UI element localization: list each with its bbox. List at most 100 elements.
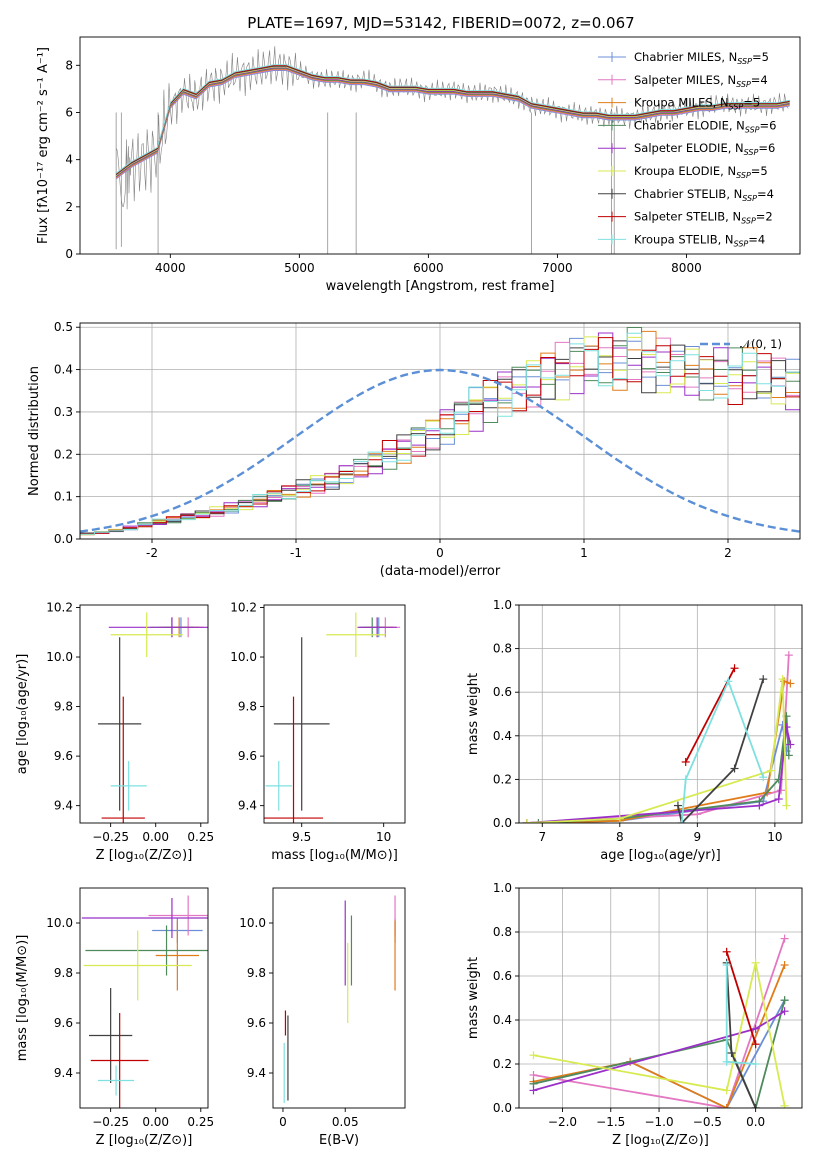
legend-entry: Kroupa STELIB, NSSP=4 [634, 232, 765, 248]
model-curve-salpeter-stelib [115, 65, 790, 175]
x-tick-label: 6000 [413, 261, 444, 275]
x-axis-label: age [log₁₀(age/yr)] [600, 848, 721, 863]
x-tick-label: -1 [290, 546, 302, 560]
y-tick-label: 9.8 [238, 700, 257, 714]
y-tick-label: 4 [65, 153, 73, 167]
mass-weight-line-kroupa-miles [533, 964, 786, 1108]
x-tick-label: 4000 [155, 261, 186, 275]
y-tick-label: 0.3 [54, 405, 73, 419]
axes-frame [79, 36, 801, 255]
x-tick-label: 10 [376, 830, 391, 844]
x-tick-label: 10 [767, 830, 782, 844]
x-tick-label: 8 [616, 830, 624, 844]
y-tick-label: 1.0 [493, 881, 512, 895]
axes-frame [518, 604, 803, 824]
y-tick-label: 0.6 [493, 685, 512, 699]
axes-frame [263, 604, 406, 824]
model-curve-kroupa-stelib [115, 64, 790, 174]
x-tick-label: −0.25 [92, 1115, 129, 1129]
spectrum-title: PLATE=1697, MJD=53142, FIBERID=0072, z=0… [247, 14, 634, 32]
model-curve-kroupa-elodie [115, 66, 790, 176]
age-vs-z-panel: −0.25 0.00 0.25 9.4 9.6 9.8 10.0 10.2 Z [log₁₀(Z… [15, 600, 214, 863]
plot-area [80, 323, 800, 539]
x-tick-label: 9.5 [292, 830, 311, 844]
axes-frame [79, 887, 209, 1109]
model-curve-chabrier-miles [115, 70, 790, 180]
y-tick-label: 10.0 [46, 916, 73, 930]
plot-area [283, 895, 396, 1103]
plot-area [519, 605, 802, 823]
legend-entry: Chabrier STELIB, NSSP=4 [634, 187, 774, 203]
y-tick-label: 0.5 [54, 320, 73, 334]
x-tick-label: 0 [279, 1115, 287, 1129]
mass-weight-line-salpeter-miles [533, 938, 786, 1108]
y-tick-label: 9.4 [247, 1066, 266, 1080]
y-tick-label: 0.8 [493, 925, 512, 939]
x-tick-label: 0.25 [187, 830, 214, 844]
y-tick-label: 9.6 [238, 749, 257, 763]
axes-frame [79, 604, 209, 824]
y-tick-label: 9.6 [54, 1016, 73, 1030]
x-axis-label: Z [log₁₀(Z/Z⊙)] [612, 1133, 709, 1148]
x-tick-label: 7 [538, 830, 546, 844]
plot-area [264, 612, 401, 823]
x-tick-label: 8000 [671, 261, 702, 275]
x-axis-label: (data-model)/error [380, 564, 501, 579]
x-tick-label: 5000 [284, 261, 315, 275]
legend-entry: Chabrier ELODIE, NSSP=6 [634, 118, 776, 134]
axes-frame [518, 887, 803, 1109]
histogram-salpeter-miles [80, 337, 800, 539]
mass-vs-z-panel: −0.25 0.00 0.25 9.4 9.6 9.8 10.0 Z [log₁₀(Z/Z⊙)… [15, 887, 214, 1148]
mass-weight-line-kroupa-elodie [526, 678, 788, 823]
x-tick-label: −0.5 [693, 1115, 722, 1129]
residuals-panel: -2 -1 0 1 2 0.0 0.1 0.2 0.3 0.4 0.5 (data-model)/er… [27, 320, 801, 579]
mass-weight-line-kroupa-stelib [680, 678, 765, 823]
y-axis-label: age [log₁₀(age/yr)] [15, 654, 30, 775]
model-curve-salpeter-miles [115, 69, 790, 179]
y-tick-label: 0.2 [493, 1057, 512, 1071]
x-tick-label: 0.25 [187, 1115, 214, 1129]
y-tick-label: 0.4 [54, 363, 73, 377]
plot-area [115, 46, 790, 254]
x-tick-label: −1.0 [644, 1115, 673, 1129]
y-tick-label: 9.4 [238, 799, 257, 813]
legend-entry: Chabrier MILES, NSSP=5 [634, 50, 769, 66]
x-tick-label: 1 [580, 546, 588, 560]
y-axis-label: Normed distribution [27, 366, 42, 496]
age-vs-mass-panel: 9.5 10 9.4 9.6 9.8 10.0 10.2 mass [log₁₀(M/M⊙)] [230, 600, 406, 863]
spectrum-panel: 4000 5000 6000 7000 8000 0 2 4 6 8 wavelength [Ang… [36, 36, 801, 294]
x-tick-label: 2 [724, 546, 732, 560]
x-tick-label: 0.00 [142, 1115, 169, 1129]
y-tick-label: 0.2 [54, 447, 73, 461]
x-tick-label: 7000 [542, 261, 573, 275]
histogram-kroupa-elodie [80, 336, 800, 539]
x-axis-label: wavelength [Angstrom, rest frame] [326, 279, 555, 294]
y-tick-label: 0.6 [493, 969, 512, 983]
y-tick-label: 10.2 [230, 600, 257, 614]
x-tick-label: −2.0 [548, 1115, 577, 1129]
y-tick-label: 1.0 [493, 598, 512, 612]
mass-weight-line-chabrier-miles [526, 724, 788, 823]
y-tick-label: 2 [65, 200, 73, 214]
y-tick-label: 9.8 [54, 966, 73, 980]
histogram-salpeter-elodie [80, 332, 800, 539]
mass-weight-line-chabrier-stelib [677, 678, 765, 823]
y-tick-label: 0.8 [493, 642, 512, 656]
mass-vs-ebv-panel: 0 0.05 9.4 9.6 9.8 10.0 E(B-V) [239, 887, 406, 1148]
legend-entry: Kroupa ELODIE, NSSP=5 [634, 164, 768, 180]
model-curve-chabrier-stelib [115, 65, 790, 176]
x-tick-label: −0.25 [92, 830, 129, 844]
y-tick-label: 0.1 [54, 490, 73, 504]
axes-frame [272, 887, 406, 1109]
x-tick-label: -2 [146, 546, 158, 560]
mass-weight-line-kroupa-elodie [533, 962, 786, 1106]
y-tick-label: 0.4 [493, 729, 512, 743]
y-tick-label: 9.4 [54, 799, 73, 813]
y-axis-label: mass weight [466, 957, 481, 1039]
model-curve-kroupa-miles [115, 68, 790, 178]
y-tick-label: 0.0 [54, 532, 73, 546]
x-tick-label: 0.00 [142, 830, 169, 844]
y-tick-label: 0 [65, 247, 73, 261]
mass-weight-vs-age-panel: 7 8 9 10 0.0 0.2 0.4 0.6 0.8 1.0 age [log₁₀(age/yr… [466, 598, 803, 863]
